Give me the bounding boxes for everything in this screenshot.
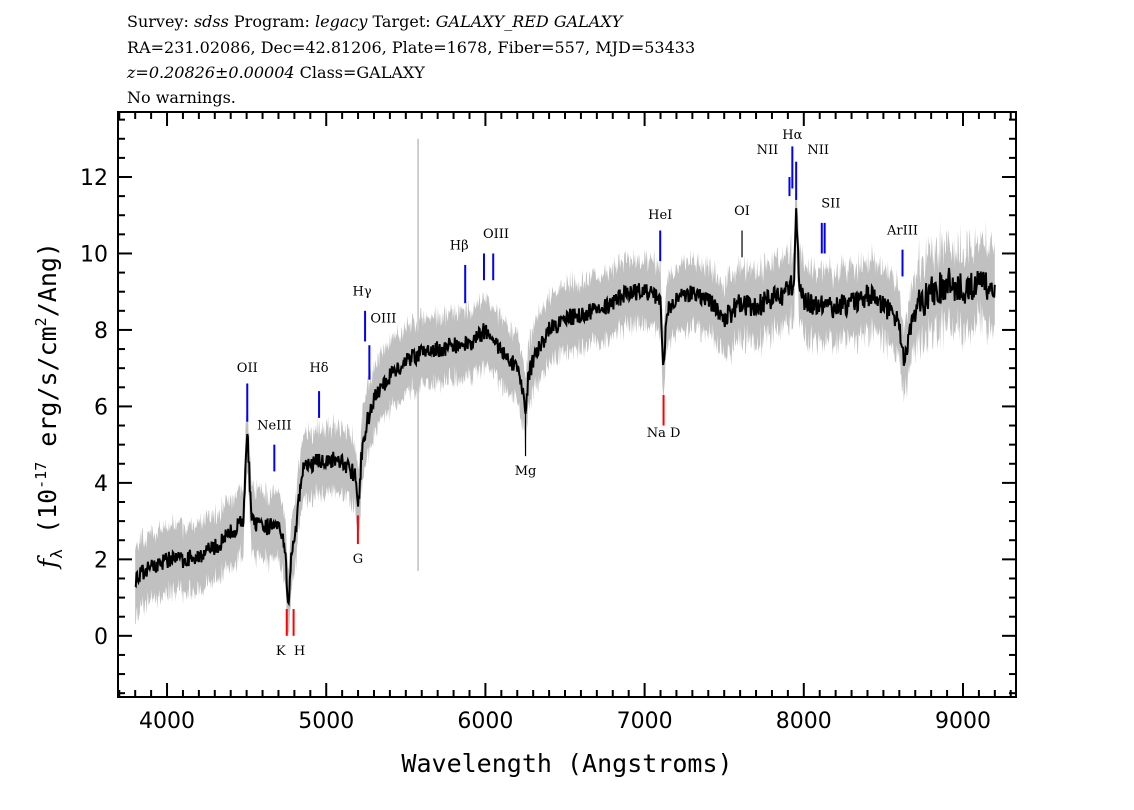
- header-line-survey: Survey: sdss Program: legacy Target: GAL…: [127, 12, 622, 32]
- x-tick-label: 8000: [776, 709, 832, 734]
- y-tick-label: 4: [94, 472, 108, 497]
- line-marker-label: HeI: [648, 208, 672, 223]
- header-line-coords: RA=231.02086, Dec=42.81206, Plate=1678, …: [127, 38, 696, 57]
- y-axis-label: fλ (10-17 erg/s/cm2/Ang): [32, 242, 66, 570]
- line-marker-label: H: [294, 644, 305, 659]
- flux-line: [134, 208, 996, 607]
- line-marker-label: OI: [734, 204, 750, 219]
- header-line-redshift: z=0.20826±0.00004 Class=GALAXY: [127, 63, 425, 83]
- line-marker-label: NeIII: [257, 418, 291, 433]
- line-marker-label: OIII: [370, 311, 396, 326]
- plot-frame: [117, 111, 1017, 698]
- y-tick-label: 12: [80, 166, 108, 191]
- line-marker-label: Mg: [515, 464, 537, 479]
- y-tick-label: 8: [94, 319, 108, 344]
- header-line-warnings: No warnings.: [127, 88, 236, 107]
- line-marker-label: Hγ: [353, 285, 372, 300]
- target-label: Target:: [367, 12, 436, 31]
- redshift-value: z=0.20826±0.00004: [127, 63, 295, 82]
- survey-label: Survey:: [127, 12, 194, 31]
- program-value: legacy: [315, 12, 368, 31]
- x-tick-label: 4000: [139, 709, 195, 734]
- line-marker-label: Na D: [647, 426, 681, 441]
- y-tick-label: 0: [94, 625, 108, 650]
- line-marker-label: K: [276, 644, 286, 659]
- line-marker-label: G: [353, 552, 363, 567]
- line-marker-label: ArIII: [886, 223, 918, 238]
- program-label: Program:: [228, 12, 316, 31]
- line-marker-label: OII: [237, 361, 258, 376]
- line-marker-label: NII: [807, 143, 829, 158]
- survey-value: sdss: [193, 12, 229, 31]
- line-marker-label: Hα: [782, 128, 802, 143]
- x-tick-label: 7000: [617, 709, 673, 734]
- line-marker-label: NII: [757, 143, 779, 158]
- axes: 4000 5000 6000 7000 8000 9000 0 2 4 6 8 10 12: [80, 112, 1016, 734]
- x-tick-label: 9000: [935, 709, 991, 734]
- target-value: GALAXY_RED GALAXY: [435, 12, 623, 31]
- class-value: Class=GALAXY: [294, 63, 425, 82]
- y-tick-label: 2: [94, 548, 108, 573]
- line-marker-label: OIII: [483, 227, 509, 242]
- x-tick-label: 5000: [298, 709, 354, 734]
- y-tick-label: 6: [94, 395, 108, 420]
- line-marker-label: Hβ: [450, 239, 469, 254]
- line-marker-label: Hδ: [309, 361, 328, 376]
- x-tick-label: 6000: [457, 709, 513, 734]
- error-band: [135, 138, 995, 638]
- error-band-area: [135, 179, 995, 638]
- y-tick-label: 10: [80, 242, 108, 267]
- x-axis-label: Wavelength (Angstroms): [401, 749, 732, 778]
- line-marker-label: SII: [821, 197, 840, 212]
